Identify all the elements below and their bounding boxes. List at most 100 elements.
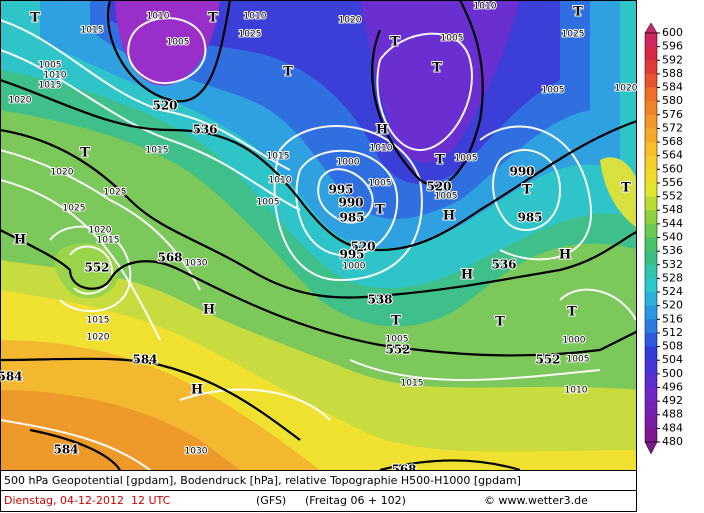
map-label: 1005 [167, 38, 190, 48]
map-label: T [390, 35, 400, 50]
map-label: 1005 [435, 192, 458, 202]
colorbar-label: 596 [662, 40, 683, 53]
footer-run: (Freitag 06 + 102) [305, 494, 406, 507]
colorbar-label: 520 [662, 299, 683, 312]
map-label: 1010 [44, 71, 67, 81]
map-label: 552 [535, 353, 560, 367]
colorbar-label: 560 [662, 162, 683, 175]
colorbar-segment [645, 196, 657, 211]
map-label: 1030 [185, 447, 208, 457]
colorbar-segment [645, 346, 657, 361]
map-label: 1010 [244, 12, 267, 22]
colorbar-segment [645, 428, 657, 443]
map-label: H [376, 123, 388, 138]
colorbar-label: 552 [662, 190, 683, 203]
map-label: 1010 [565, 386, 588, 396]
colorbar-segment [645, 264, 657, 279]
map-label: 536 [491, 258, 516, 272]
map-label: 1015 [97, 236, 120, 246]
colorbar-segment [645, 128, 657, 143]
colorbar-segment [645, 114, 657, 129]
map-label: 520 [152, 99, 177, 113]
colorbar-segment [645, 387, 657, 402]
map-label: 985 [339, 211, 364, 225]
colorbar-segment [645, 101, 657, 116]
map-label: 584 [0, 370, 23, 384]
map-label: 1005 [257, 198, 280, 208]
map-label: 1000 [563, 336, 586, 346]
footer-model: (GFS) [256, 494, 286, 507]
map-label: T [567, 305, 577, 320]
colorbar-segment [645, 155, 657, 170]
map-label: 1025 [562, 30, 585, 40]
map-label: T [80, 146, 90, 161]
colorbar-label: 512 [662, 326, 683, 339]
map-label: 552 [385, 343, 410, 357]
colorbar-label: 528 [662, 271, 683, 284]
map-label: 584 [53, 443, 78, 457]
map-label: 520 [350, 240, 375, 254]
map-label: 1020 [339, 16, 362, 26]
map-label: 1020 [87, 333, 110, 343]
colorbar-segment [645, 292, 657, 307]
map-label: 568 [157, 251, 182, 265]
colorbar-segment [645, 60, 657, 75]
colorbar-label: 564 [662, 149, 683, 162]
colorbar-label: 540 [662, 231, 683, 244]
map-label: H [461, 268, 473, 283]
footer-date: Dienstag, 04-12-2012 12 UTC [4, 494, 171, 507]
colorbar-label: 500 [662, 367, 683, 380]
map-label: 1010 [269, 176, 292, 186]
colorbar-segment [645, 251, 657, 266]
map-label: 1015 [39, 81, 62, 91]
colorbar-label: 592 [662, 53, 683, 66]
map-label: 1005 [441, 34, 464, 44]
map-label: 990 [509, 165, 534, 179]
map-label: T [375, 203, 385, 218]
map-label: 1015 [401, 379, 424, 389]
map-label: 1015 [267, 152, 290, 162]
colorbar-label: 556 [662, 176, 683, 189]
colorbar-label: 532 [662, 258, 683, 271]
colorbar-segment [645, 46, 657, 61]
map-label: 1020 [9, 96, 32, 106]
map-label: 1010 [474, 2, 497, 12]
map-label: 1015 [146, 146, 169, 156]
map-label: H [559, 248, 571, 263]
colorbar-label: 480 [662, 435, 683, 448]
map-label: T [391, 314, 401, 329]
colorbar-segment [645, 87, 657, 102]
colorbar-segment [645, 237, 657, 252]
map-label: 1025 [239, 30, 262, 40]
colorbar-label: 568 [662, 135, 683, 148]
map-label: T [432, 61, 442, 76]
colorbar-segment [645, 360, 657, 375]
colorbar-segment [645, 182, 657, 198]
colorbar-segment [645, 278, 657, 293]
map-label: 520 [426, 180, 451, 194]
colorbar-label: 536 [662, 244, 683, 257]
map-label: 1000 [337, 158, 360, 168]
colorbar-label: 492 [662, 394, 683, 407]
map-label: 1010 [370, 144, 393, 154]
map-label: 995 [328, 183, 353, 197]
colorbar-label: 584 [662, 81, 683, 94]
colorbar-segment [645, 319, 657, 334]
colorbar-segment [645, 210, 657, 225]
map-label: T [30, 11, 40, 26]
colorbar-segment [645, 142, 657, 157]
map-label: H [14, 233, 26, 248]
footer-title: 500 hPa Geopotential [gpdam], Bodendruck… [4, 474, 521, 487]
map-label: H [443, 209, 455, 224]
map-label: 1030 [185, 259, 208, 269]
colorbar-segment [645, 73, 657, 89]
colorbar-segment [645, 401, 657, 416]
map-label: T [435, 153, 445, 168]
colorbar-label: 572 [662, 121, 683, 134]
map-label: 1025 [104, 188, 127, 198]
map-label: 1000 [343, 262, 366, 272]
colorbar-label: 504 [662, 353, 683, 366]
colorbar-segment [645, 305, 657, 320]
map-label: 584 [132, 353, 157, 367]
colorbar-segment [645, 169, 657, 184]
